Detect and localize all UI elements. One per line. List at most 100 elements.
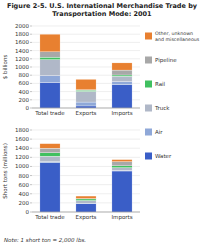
- bar-segment: [76, 79, 96, 89]
- chart: Figure 2-5. U.S. International Merchandi…: [0, 0, 204, 250]
- tick-mark: [30, 175, 32, 176]
- tick-mark: [30, 193, 32, 194]
- tick-label: 1200: [15, 56, 29, 62]
- bar-segment: [40, 144, 60, 149]
- tick-mark: [30, 75, 32, 76]
- tick-mark: [30, 42, 32, 43]
- grid-line: [32, 139, 140, 140]
- bar-segment: [40, 83, 60, 108]
- y-axis-label: $ billions: [2, 55, 8, 80]
- category-label: Imports: [111, 110, 132, 117]
- legend-swatch: [145, 33, 152, 40]
- legend-swatch: [145, 81, 152, 88]
- title: Figure 2-5. U.S. International Merchandi…: [7, 2, 198, 18]
- bar-segment: [40, 148, 60, 153]
- category-label: Exports: [76, 214, 97, 221]
- tick-mark: [30, 58, 32, 59]
- legend-label: Pipeline: [155, 57, 177, 64]
- bar-segment: [40, 156, 60, 161]
- tick-label: 1000: [15, 163, 29, 169]
- tick-mark: [30, 157, 32, 158]
- bars: [40, 34, 132, 108]
- x-axis: [32, 212, 140, 213]
- bar-segment: [112, 171, 132, 212]
- tick-mark: [30, 83, 32, 84]
- tick-mark: [30, 184, 32, 185]
- bar-segment: [112, 168, 132, 171]
- bar-segment: [40, 52, 60, 57]
- bar-segment: [112, 162, 132, 166]
- text-line: Other, unknown: [155, 31, 193, 36]
- text-line: Truck: [154, 105, 170, 111]
- legend-label: Truck: [154, 105, 170, 111]
- bar-segment: [40, 60, 60, 76]
- tick-mark: [30, 212, 32, 213]
- bar-segment: [40, 57, 60, 59]
- plot: 0 200 400 600 800 1000 1200 1400 1600 1800: [15, 127, 140, 215]
- bar-segment: [76, 199, 96, 201]
- bar-segment: [40, 162, 60, 163]
- x-axis: [32, 108, 140, 109]
- bar-segment: [40, 153, 60, 156]
- tick-mark: [30, 130, 32, 131]
- bar-segment: [112, 76, 132, 81]
- bar-segment: [76, 106, 96, 108]
- text-line: Pipeline: [155, 57, 177, 64]
- bar-segment: [40, 34, 60, 52]
- text-line: and miscellaneous: [155, 37, 200, 42]
- category-label: Total trade: [34, 214, 65, 220]
- text-line: Air: [155, 129, 163, 135]
- bar-segment: [112, 160, 132, 162]
- bar-segment: [40, 163, 60, 212]
- tick-label: 1600: [15, 136, 29, 142]
- bar-segment: [76, 201, 96, 204]
- tick-label: 800: [19, 173, 30, 179]
- tick-mark: [30, 202, 32, 203]
- tick-label: 400: [19, 191, 30, 197]
- tick-mark: [30, 91, 32, 92]
- category-label: Exports: [76, 110, 97, 117]
- grid-line: [32, 130, 140, 131]
- bar-segment: [112, 70, 132, 75]
- tick-label: 1800: [15, 31, 29, 37]
- legend-label: Water: [155, 153, 172, 159]
- tick-mark: [30, 26, 32, 27]
- grid-line: [32, 26, 140, 27]
- tick-mark: [30, 99, 32, 100]
- bars: [40, 144, 132, 212]
- tick-label: 600: [19, 182, 30, 188]
- legend-swatch: [145, 57, 152, 64]
- tick-label: 1800: [15, 127, 29, 133]
- tick-label: 1400: [15, 145, 29, 151]
- tick-label: 200: [19, 97, 30, 103]
- tick-mark: [30, 166, 32, 167]
- annotation: Note: 1 short ton = 2,000 lbs.: [4, 237, 86, 243]
- bar-segment: [112, 85, 132, 108]
- bar-segment: [112, 63, 132, 70]
- bar-segment: [76, 204, 96, 212]
- category-label: Imports: [111, 214, 132, 221]
- tick-label: 1400: [15, 48, 29, 54]
- category-label: Total trade: [34, 110, 65, 116]
- text-line: Rail: [155, 81, 166, 87]
- tick-label: 200: [19, 200, 30, 206]
- y-axis-label: Short tons (millions): [2, 143, 8, 199]
- bar-segment: [76, 91, 96, 102]
- bar-segment: [112, 166, 132, 168]
- bar-segment: [112, 75, 132, 76]
- bar-segment: [76, 90, 96, 91]
- tick-label: 600: [19, 80, 30, 86]
- bar-segment: [76, 196, 96, 199]
- tick-mark: [30, 67, 32, 68]
- tick-label: 1200: [15, 154, 29, 160]
- text-line: Water: [155, 153, 172, 159]
- text-line: Transportation Mode: 2001: [52, 10, 152, 18]
- tick-label: 400: [19, 89, 30, 95]
- tick-mark: [30, 139, 32, 140]
- tick-label: 0: [26, 105, 30, 111]
- legend-label: Rail: [155, 81, 166, 87]
- tick-label: 0: [26, 209, 30, 215]
- bar-segment: [112, 82, 132, 85]
- tick-label: 2000: [15, 23, 29, 29]
- legend-label: Other, unknownand miscellaneous: [155, 31, 200, 42]
